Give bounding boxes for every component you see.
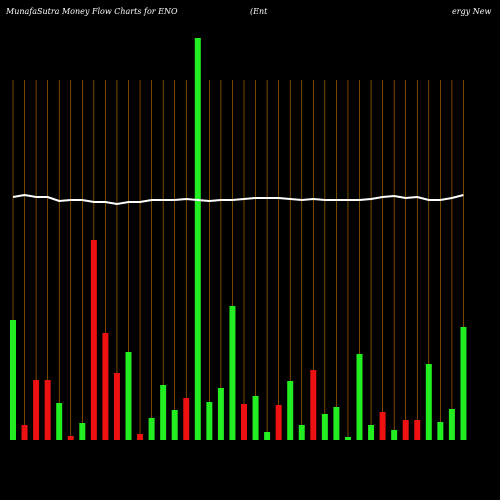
bar xyxy=(206,402,213,440)
bar xyxy=(56,403,63,440)
bar xyxy=(437,422,444,440)
bar xyxy=(183,398,190,440)
bar xyxy=(356,354,363,440)
money-flow-line xyxy=(12,193,464,206)
bar xyxy=(368,425,375,440)
bar xyxy=(67,436,74,440)
bar xyxy=(425,364,432,440)
chart-title: MunafaSutra Money Flow Charts for ENO xyxy=(5,7,178,16)
bar xyxy=(414,420,421,440)
bar xyxy=(148,418,155,440)
bar xyxy=(379,412,386,440)
bar xyxy=(310,370,317,440)
bar xyxy=(298,425,305,440)
bar xyxy=(137,434,144,440)
bar xyxy=(275,405,282,440)
bar xyxy=(194,38,201,440)
bar xyxy=(460,327,467,440)
bar xyxy=(21,425,28,440)
bar xyxy=(160,385,167,440)
bar xyxy=(102,333,109,440)
bar xyxy=(44,380,51,440)
bar xyxy=(391,430,398,440)
bar xyxy=(10,320,16,440)
bar xyxy=(402,420,409,440)
bar xyxy=(241,404,247,440)
bar xyxy=(344,437,351,440)
bar xyxy=(321,414,328,440)
bar xyxy=(229,306,236,440)
bar xyxy=(333,407,340,440)
bar xyxy=(79,423,86,440)
bar xyxy=(33,380,40,440)
bar xyxy=(264,432,271,440)
bar xyxy=(252,396,259,440)
chart-subtitle: (Ent xyxy=(250,7,268,16)
bar xyxy=(287,381,294,440)
bar xyxy=(217,388,224,440)
bar xyxy=(90,240,97,440)
bar xyxy=(171,410,178,440)
chart-subtitle: ergy New xyxy=(452,7,491,16)
bar xyxy=(448,409,455,440)
bar xyxy=(113,373,120,440)
bar xyxy=(125,352,132,440)
